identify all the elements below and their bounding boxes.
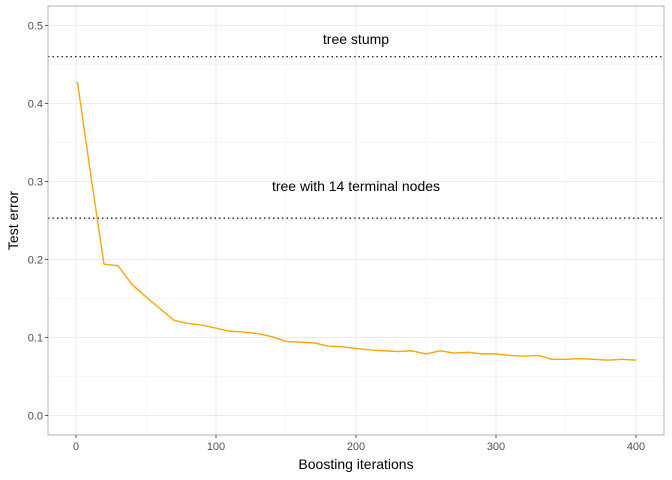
x-tick-label: 0 <box>73 441 79 453</box>
x-axis-title: Boosting iterations <box>298 456 413 472</box>
reference-line-label: tree stump <box>323 31 389 47</box>
y-tick-label: 0.4 <box>28 99 43 111</box>
y-axis-title: Test error <box>5 191 21 250</box>
series-line <box>76 81 637 361</box>
y-tick-label: 0.0 <box>28 411 43 423</box>
x-tick-label: 200 <box>347 441 365 453</box>
y-tick-label: 0.2 <box>28 255 43 267</box>
x-tick-label: 400 <box>627 441 645 453</box>
x-tick-label: 100 <box>207 441 225 453</box>
reference-line-label: tree with 14 terminal nodes <box>272 178 440 194</box>
y-tick-label: 0.3 <box>28 177 43 189</box>
y-tick-label: 0.5 <box>28 21 43 33</box>
x-tick-label: 300 <box>487 441 505 453</box>
y-tick-label: 0.1 <box>28 333 43 345</box>
